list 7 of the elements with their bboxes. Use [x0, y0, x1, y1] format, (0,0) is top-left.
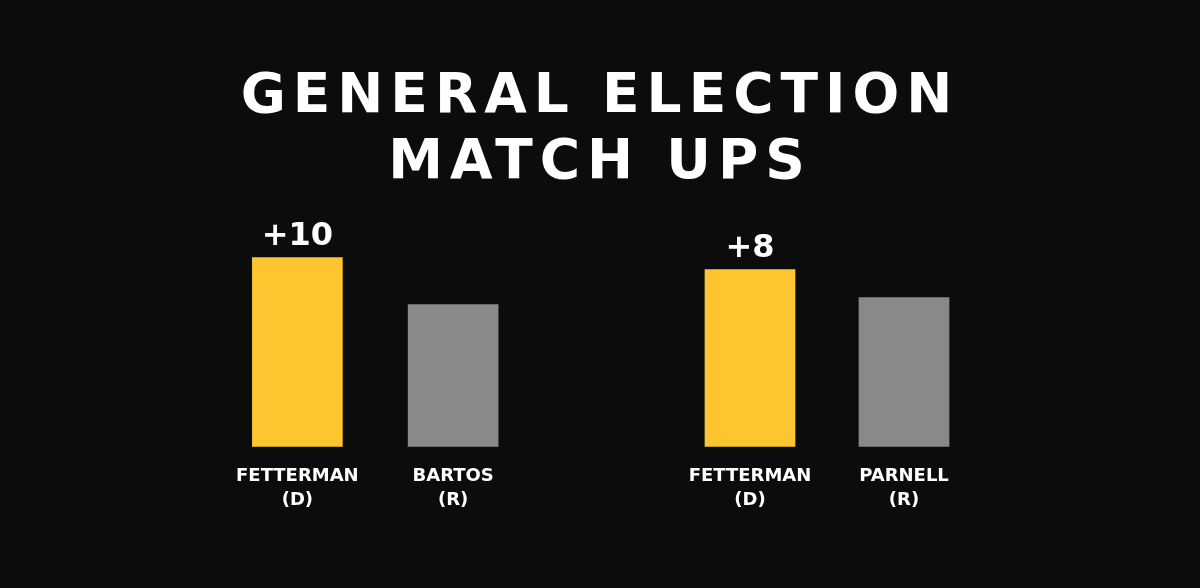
annotation: +8: [725, 227, 775, 266]
annotation: +10: [261, 215, 334, 254]
x-tick-label: FETTERMAN (D): [236, 463, 359, 510]
x-tick-label: PARNELL (R): [859, 463, 949, 510]
x-tick-label: FETTERMAN (D): [688, 463, 812, 510]
x-tick-label: BARTOS (R): [412, 463, 494, 510]
chart-title: GENERAL ELECTION MATCH UPS: [239, 60, 961, 192]
